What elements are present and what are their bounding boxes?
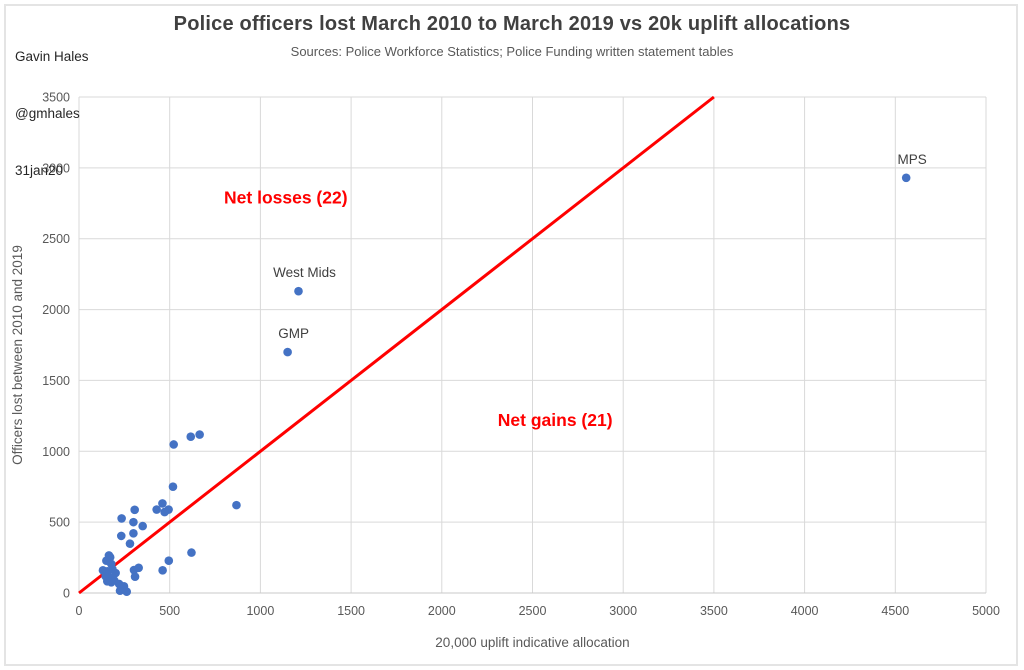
identity-line xyxy=(78,95,715,595)
data-point xyxy=(168,482,178,492)
chart-title: Police officers lost March 2010 to March… xyxy=(173,13,851,35)
data-point xyxy=(232,500,241,510)
y-tick-label: 1500 xyxy=(42,374,70,388)
data-point-gmp xyxy=(283,347,292,357)
y-tick-label: 3500 xyxy=(42,91,70,105)
data-point xyxy=(195,430,204,439)
region-annotation: Net gains (21) xyxy=(498,410,613,430)
chart-subtitle: Sources: Police Workforce Statistics; Po… xyxy=(290,44,734,59)
data-point xyxy=(129,529,138,538)
x-tick-label: 2500 xyxy=(519,604,547,618)
x-tick-label: 4500 xyxy=(881,604,909,618)
data-point xyxy=(129,517,138,527)
data-point xyxy=(116,531,126,541)
point-label: MPS xyxy=(898,152,927,167)
attribution-line-handle: @gmhales xyxy=(15,106,80,121)
data-point xyxy=(122,587,132,597)
x-tick-label: 1000 xyxy=(246,604,274,618)
y-tick-label: 1000 xyxy=(42,445,70,459)
data-point xyxy=(169,440,178,449)
attribution-line-author: Gavin Hales xyxy=(15,49,89,64)
attribution-block: Gavin Hales @gmhales 31jan20 xyxy=(15,9,89,218)
x-tick-label: 0 xyxy=(76,604,83,618)
x-tick-label: 5000 xyxy=(972,604,1000,618)
data-point xyxy=(115,586,125,596)
data-point xyxy=(187,548,196,557)
data-point xyxy=(158,566,167,575)
y-tick-label: 3000 xyxy=(42,161,70,175)
point-label: GMP xyxy=(278,326,309,341)
data-point xyxy=(130,505,139,515)
x-tick-label: 3000 xyxy=(609,604,637,618)
data-point xyxy=(117,514,126,523)
x-tick-label: 4000 xyxy=(791,604,819,618)
x-tick-label: 3500 xyxy=(700,604,728,618)
data-point xyxy=(130,572,140,582)
attribution-line-date: 31jan20 xyxy=(15,163,64,178)
data-point xyxy=(164,556,174,565)
data-point xyxy=(186,432,196,441)
x-tick-label: 500 xyxy=(159,604,180,618)
data-point xyxy=(125,539,135,548)
y-tick-label: 0 xyxy=(63,587,70,601)
x-axis-title: 20,000 uplift indicative allocation xyxy=(435,635,629,650)
y-tick-label: 2000 xyxy=(42,303,70,317)
point-label: West Mids xyxy=(273,265,336,280)
region-annotation: Net losses (22) xyxy=(224,188,348,208)
data-point-west-mids xyxy=(294,286,303,296)
data-point xyxy=(138,521,147,531)
data-point xyxy=(158,499,167,508)
data-point xyxy=(152,505,161,514)
x-tick-label: 1500 xyxy=(337,604,365,618)
y-axis-title: Officers lost between 2010 and 2019 xyxy=(10,245,25,465)
data-point xyxy=(164,505,173,514)
data-point xyxy=(134,563,143,573)
y-tick-label: 500 xyxy=(49,516,70,530)
data-point-mps xyxy=(901,173,911,183)
x-tick-label: 2000 xyxy=(428,604,456,618)
y-tick-label: 2500 xyxy=(42,232,70,246)
